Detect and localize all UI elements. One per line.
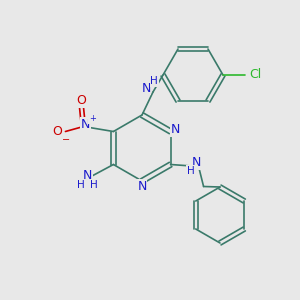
Text: N: N xyxy=(192,156,201,169)
Text: H: H xyxy=(76,179,84,190)
Text: N: N xyxy=(81,118,90,131)
Text: −: − xyxy=(62,134,70,145)
Text: H: H xyxy=(187,166,194,176)
Text: O: O xyxy=(76,94,86,107)
Text: Cl: Cl xyxy=(249,68,261,82)
Text: N: N xyxy=(171,123,180,136)
Text: N: N xyxy=(83,169,92,182)
Text: N: N xyxy=(137,179,147,193)
Text: H: H xyxy=(89,179,97,190)
Text: +: + xyxy=(89,114,96,123)
Text: H: H xyxy=(150,76,158,86)
Text: O: O xyxy=(52,125,62,138)
Text: N: N xyxy=(141,82,151,94)
